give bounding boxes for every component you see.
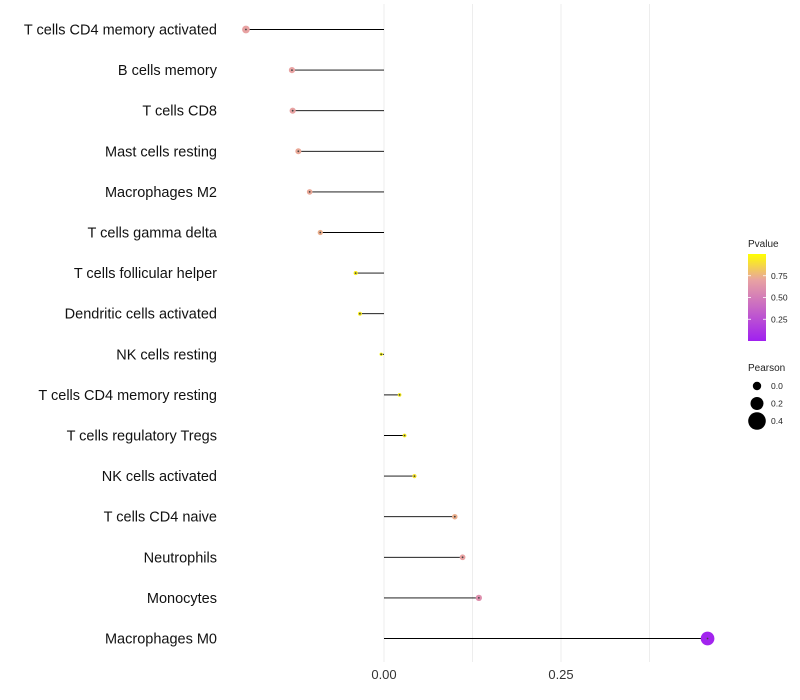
category-label: NK cells resting [116, 347, 217, 363]
x-tick-label: 0.00 [371, 667, 396, 682]
lollipop-point-center [413, 475, 416, 477]
lollipop-point-center [291, 109, 294, 112]
color-legend-bar [748, 254, 766, 341]
color-legend-label: 0.50 [771, 293, 788, 303]
category-label: Mast cells resting [105, 144, 217, 160]
category-label: T cells CD4 naive [104, 510, 217, 526]
lollipop-marks [242, 25, 715, 646]
lollipop-point-center [461, 556, 464, 559]
size-legend-key [752, 381, 762, 391]
grid-lines [383, 4, 650, 662]
category-label: Macrophages M2 [105, 185, 217, 201]
lollipop-point-center [359, 312, 361, 315]
lollipop-point-center [308, 191, 311, 193]
size-legend-key [748, 412, 766, 430]
category-label: T cells follicular helper [74, 266, 217, 282]
lollipop-point-center [245, 28, 247, 31]
category-label: B cells memory [118, 63, 218, 79]
size-legend-title: Pearson [748, 363, 785, 374]
lollipop-point-center [477, 597, 480, 599]
size-legend-key [750, 397, 764, 410]
lollipop-point-center [398, 394, 401, 396]
color-legend-label: 0.25 [771, 314, 788, 324]
lollipop-point-center [291, 69, 293, 71]
color-legend-title: Pvalue [748, 239, 779, 250]
color-legend-label: 0.75 [771, 271, 788, 281]
x-axis: 0.00 0.25 [371, 667, 573, 682]
category-label: Dendritic cells activated [65, 307, 217, 323]
category-label: NK cells activated [102, 469, 217, 485]
category-label: T cells regulatory Tregs [67, 429, 217, 445]
category-label: T cells CD4 memory activated [24, 23, 217, 39]
category-labels: T cells CD4 memory activated B cells memo… [24, 23, 218, 648]
lollipop-point-center [380, 353, 383, 356]
lollipop-point-center [297, 150, 300, 153]
size-legend-label: 0.0 [771, 381, 783, 391]
category-label: Monocytes [147, 591, 217, 607]
lollipop-point-center [453, 515, 456, 518]
legend: Pvalue Pearson 0.25 0.50 0.75 0.0 0.2 0.4 [748, 239, 788, 430]
lollipop-point-center [403, 434, 406, 437]
x-tick-label: 0.25 [548, 667, 573, 682]
size-legend-label: 0.4 [771, 416, 783, 426]
category-label: T cells CD8 [142, 104, 217, 120]
lollipop-point-center [319, 231, 322, 234]
category-label: Macrophages M0 [105, 632, 217, 648]
category-label: T cells CD4 memory resting [38, 388, 217, 404]
lollipop-point-center [354, 272, 357, 274]
lollipop-point-center [706, 637, 709, 640]
category-label: Neutrophils [144, 550, 217, 566]
category-label: T cells gamma delta [88, 226, 218, 242]
size-legend-label: 0.2 [771, 399, 783, 409]
